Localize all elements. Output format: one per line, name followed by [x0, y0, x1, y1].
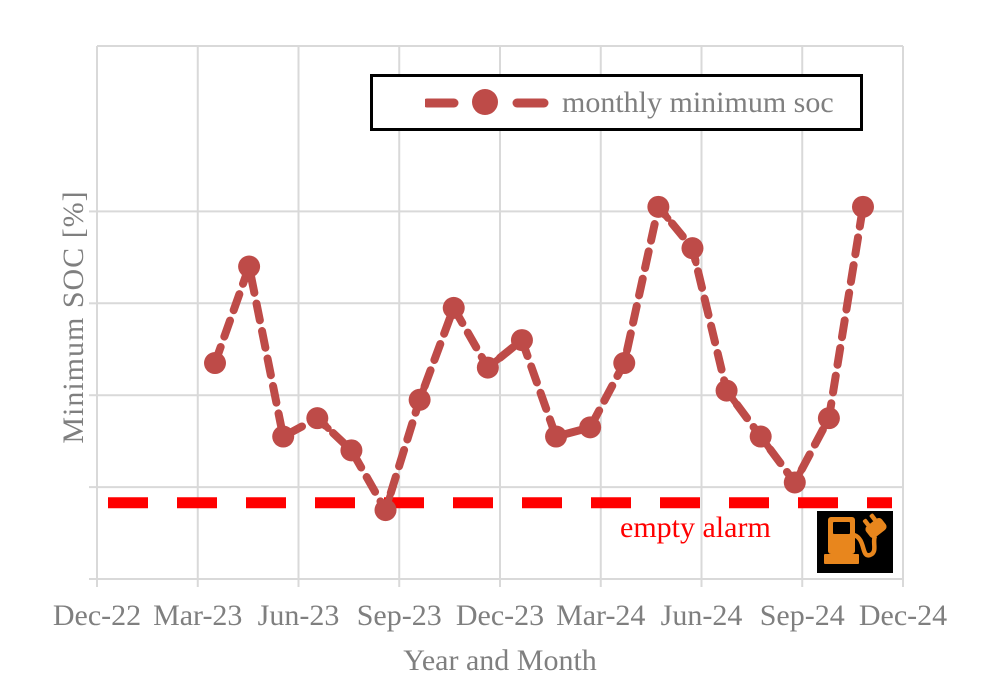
x-tick-label: Jun-24	[660, 599, 743, 632]
empty-alarm-label: empty alarm	[620, 511, 771, 544]
x-tick-label: Dec-24	[858, 599, 948, 632]
legend-label: monthly minimum soc	[562, 85, 834, 119]
data-point	[681, 237, 704, 260]
x-tick-label: Sep-24	[759, 599, 845, 632]
data-point	[408, 388, 431, 411]
data-point	[783, 471, 806, 494]
data-point	[204, 352, 226, 375]
x-axis-title: Year and Month	[403, 644, 597, 677]
data-point	[749, 425, 772, 448]
series-line	[211, 202, 867, 515]
x-tick-label: Dec-22	[52, 599, 142, 632]
data-point	[272, 425, 295, 448]
data-point	[647, 195, 670, 218]
x-tick-label: Sep-23	[356, 599, 442, 632]
legend-line-sample	[425, 88, 549, 115]
data-point	[715, 379, 738, 402]
data-point	[579, 416, 602, 439]
y-axis-title: Minimum SOC [%]	[57, 190, 90, 444]
x-tick-label: Mar-24	[556, 599, 646, 632]
data-point	[476, 356, 499, 379]
data-point	[510, 329, 533, 352]
x-tick-label: Dec-23	[455, 599, 545, 632]
data-point	[442, 296, 465, 319]
series-markers	[204, 195, 874, 522]
data-point	[340, 439, 363, 462]
data-point	[545, 425, 568, 448]
ev-charging-station-icon	[817, 511, 893, 573]
gridlines	[89, 45, 904, 587]
data-point	[374, 499, 397, 522]
data-point	[851, 195, 874, 218]
x-tick-label: Jun-23	[257, 599, 340, 632]
legend: monthly minimum soc	[370, 74, 863, 131]
data-point	[238, 255, 261, 278]
data-point	[306, 407, 329, 430]
x-tick-label: Mar-23	[153, 599, 243, 632]
data-point	[613, 352, 636, 375]
data-point	[817, 407, 840, 430]
